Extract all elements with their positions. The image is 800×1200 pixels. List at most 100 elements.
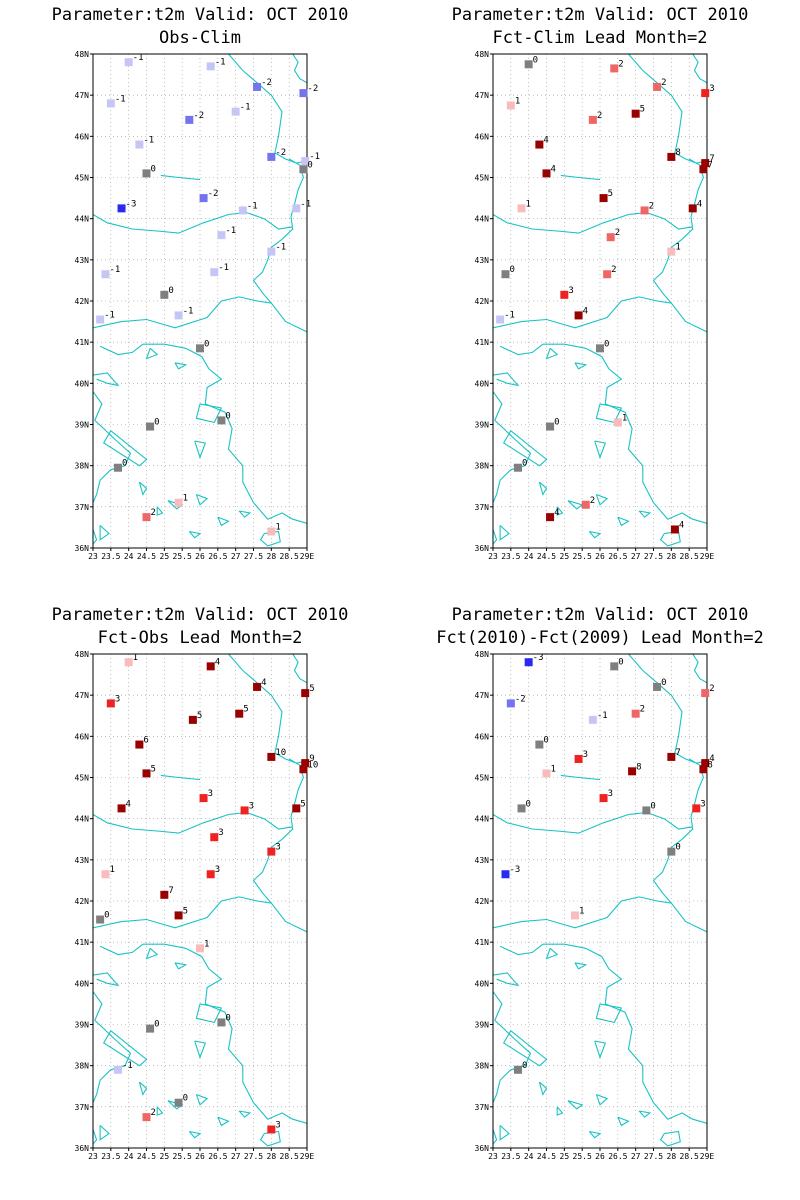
station-value-label: 3 xyxy=(115,694,120,704)
y-tick-label: 41N xyxy=(475,338,490,347)
station-marker xyxy=(101,270,110,279)
station-value-label: 0 xyxy=(604,339,609,349)
station-value-label: -1 xyxy=(225,226,236,236)
station-value-label: 4 xyxy=(583,306,588,316)
y-tick-label: 45N xyxy=(475,174,490,183)
station-value-label: -1 xyxy=(597,711,608,721)
y-tick-label: 44N xyxy=(475,815,490,824)
station-marker xyxy=(174,311,183,320)
station-marker xyxy=(588,715,597,724)
station-marker xyxy=(160,890,169,899)
station-marker xyxy=(513,463,522,472)
station-value-label: 3 xyxy=(709,84,714,94)
x-tick-label: 28 xyxy=(267,1152,277,1161)
station-marker xyxy=(599,194,608,203)
station-marker xyxy=(210,833,219,842)
station-value-label: 0 xyxy=(154,418,159,428)
station-value-label: -1 xyxy=(504,311,515,321)
station-marker xyxy=(210,268,219,277)
grid xyxy=(93,654,307,1148)
station-value-label: 4 xyxy=(215,657,220,667)
y-tick-label: 43N xyxy=(475,856,490,865)
station-value-label: 1 xyxy=(551,764,556,774)
y-tick-label: 47N xyxy=(475,91,490,100)
x-tick-label: 23 xyxy=(488,1152,498,1161)
station-marker xyxy=(217,416,226,425)
y-tick-label: 47N xyxy=(75,691,90,700)
station-value-label: 3 xyxy=(608,789,613,799)
station-value-label: 8 xyxy=(675,148,680,158)
station-value-label: -1 xyxy=(109,265,120,275)
y-tick-label: 36N xyxy=(475,544,490,553)
y-tick-label: 38N xyxy=(75,462,90,471)
y-tick-label: 37N xyxy=(475,1103,490,1112)
x-tick-label: 26 xyxy=(595,1152,605,1161)
station-value-label: 5 xyxy=(608,189,613,199)
station-marker xyxy=(501,870,510,879)
y-tick-label: 36N xyxy=(475,1144,490,1153)
station-value-label: 9 xyxy=(309,754,314,764)
station-value-label: 2 xyxy=(597,111,602,121)
station-value-label: 3 xyxy=(275,843,280,853)
x-tick-label: 24 xyxy=(524,1152,534,1161)
x-tick-label: 28.5 xyxy=(280,1152,299,1161)
y-tick-label: 42N xyxy=(75,897,90,906)
station-value-label: 3 xyxy=(249,801,254,811)
station-value-label: 1 xyxy=(675,243,680,253)
x-tick-label: 27 xyxy=(231,552,241,561)
station-value-label: -3 xyxy=(533,653,544,663)
station-value-label: 8 xyxy=(707,760,712,770)
station-marker xyxy=(667,152,676,161)
x-tick-label: 23 xyxy=(88,552,98,561)
station-marker xyxy=(106,99,115,108)
station-value-label: -2 xyxy=(193,111,204,121)
station-value-label: 1 xyxy=(183,494,188,504)
station-marker xyxy=(501,270,510,279)
station-marker xyxy=(267,1125,276,1134)
station-value-label: -1 xyxy=(218,263,229,273)
y-tick-label: 42N xyxy=(75,297,90,306)
y-tick-label: 46N xyxy=(475,732,490,741)
x-tick-label: 23 xyxy=(488,552,498,561)
station-marker xyxy=(199,194,208,203)
station-value-label: 0 xyxy=(526,799,531,809)
station-value-label: 0 xyxy=(650,801,655,811)
station-marker xyxy=(267,847,276,856)
x-tick-label: 24 xyxy=(124,1152,134,1161)
station-marker xyxy=(235,709,244,718)
x-tick-label: 27.5 xyxy=(244,552,263,561)
x-tick-label: 26 xyxy=(195,552,205,561)
panel-fct-obs: Parameter:t2m Valid: OCT 2010 Fct-Obs Lea… xyxy=(0,600,400,1200)
station-marker xyxy=(124,58,133,67)
station-value-label: 7 xyxy=(675,748,680,758)
station-value-label: 3 xyxy=(568,286,573,296)
y-tick-label: 46N xyxy=(475,132,490,141)
station-marker xyxy=(142,513,151,522)
x-tick-label: 23.5 xyxy=(501,552,520,561)
station-value-label: 0 xyxy=(225,411,230,421)
station-marker xyxy=(135,140,144,149)
station-marker xyxy=(581,500,590,509)
station-value-label: 10 xyxy=(275,748,286,758)
station-marker xyxy=(96,315,105,324)
station-value-label: 1 xyxy=(109,865,114,875)
station-marker xyxy=(496,315,505,324)
y-tick-label: 41N xyxy=(75,338,90,347)
station-value-label: -2 xyxy=(307,84,318,94)
y-tick-label: 48N xyxy=(75,650,90,659)
station-value-label: 5 xyxy=(151,764,156,774)
station-marker xyxy=(188,715,197,724)
station-marker xyxy=(206,870,215,879)
station-value-label: 4 xyxy=(126,799,131,809)
station-value-label: 5 xyxy=(640,105,645,115)
x-tick-label: 25.5 xyxy=(173,552,192,561)
x-tick-label: 23.5 xyxy=(501,1152,520,1161)
y-tick-label: 45N xyxy=(475,774,490,783)
station-value-label: -1 xyxy=(143,136,154,146)
station-value-label: -1 xyxy=(183,306,194,316)
station-value-label: 8 xyxy=(636,762,641,772)
station-value-label: 3 xyxy=(215,865,220,875)
station-value-label: 7 xyxy=(168,886,173,896)
station-marker xyxy=(292,804,301,813)
station-value-label: 5 xyxy=(197,711,202,721)
